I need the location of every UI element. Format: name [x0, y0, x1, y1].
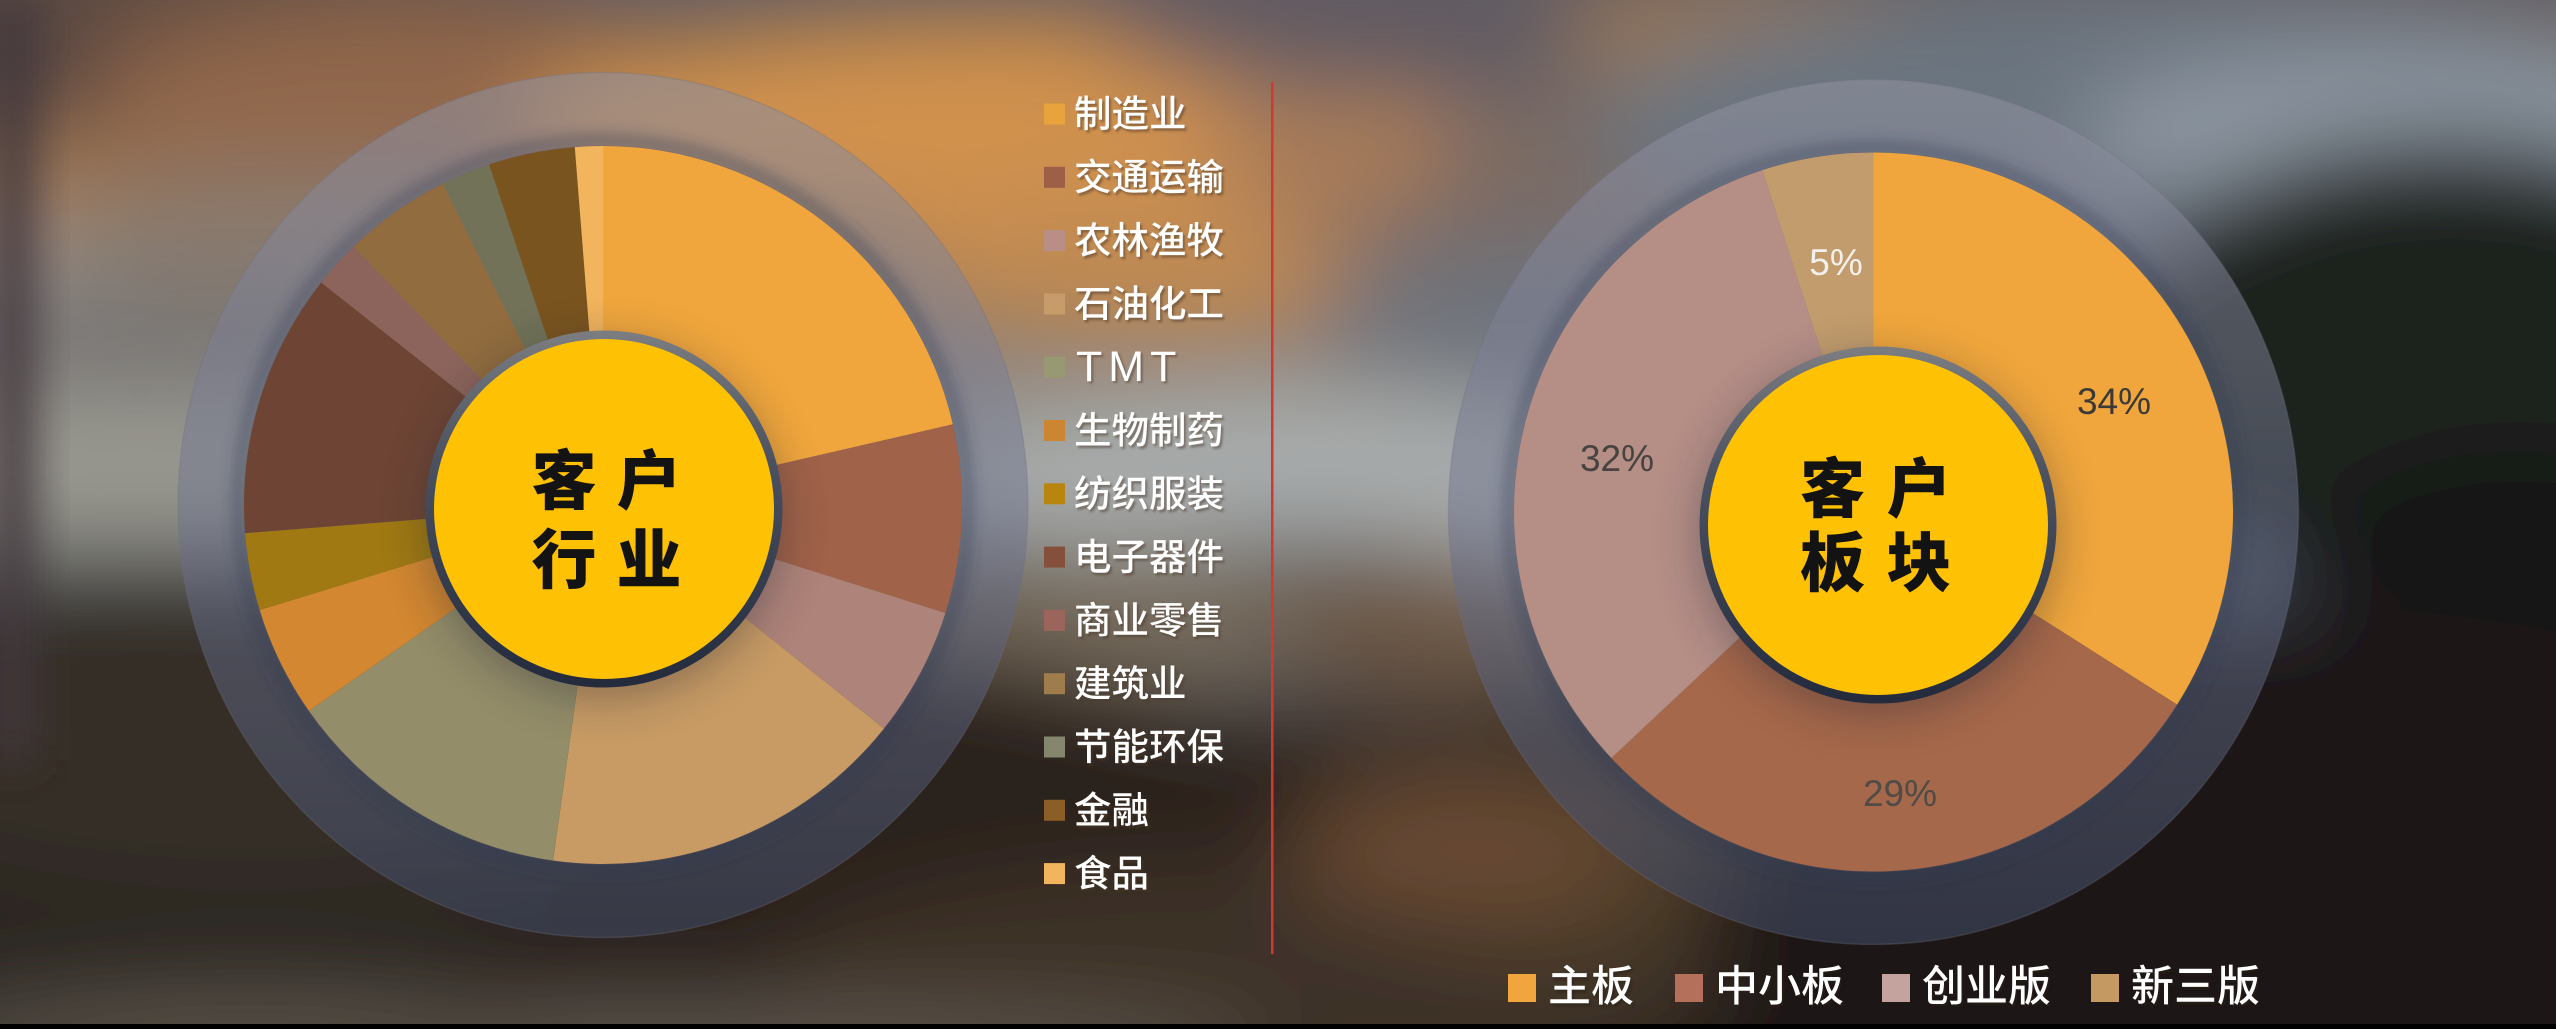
svg-text:TMT: TMT — [1078, 345, 1184, 393]
svg-text:5%: 5% — [1809, 242, 1862, 283]
svg-text:34%: 34% — [2077, 381, 2151, 422]
svg-text:32%: 32% — [1580, 438, 1654, 479]
svg-text:29%: 29% — [1863, 773, 1937, 814]
svg-text:TMT: TMT — [1076, 343, 1182, 391]
